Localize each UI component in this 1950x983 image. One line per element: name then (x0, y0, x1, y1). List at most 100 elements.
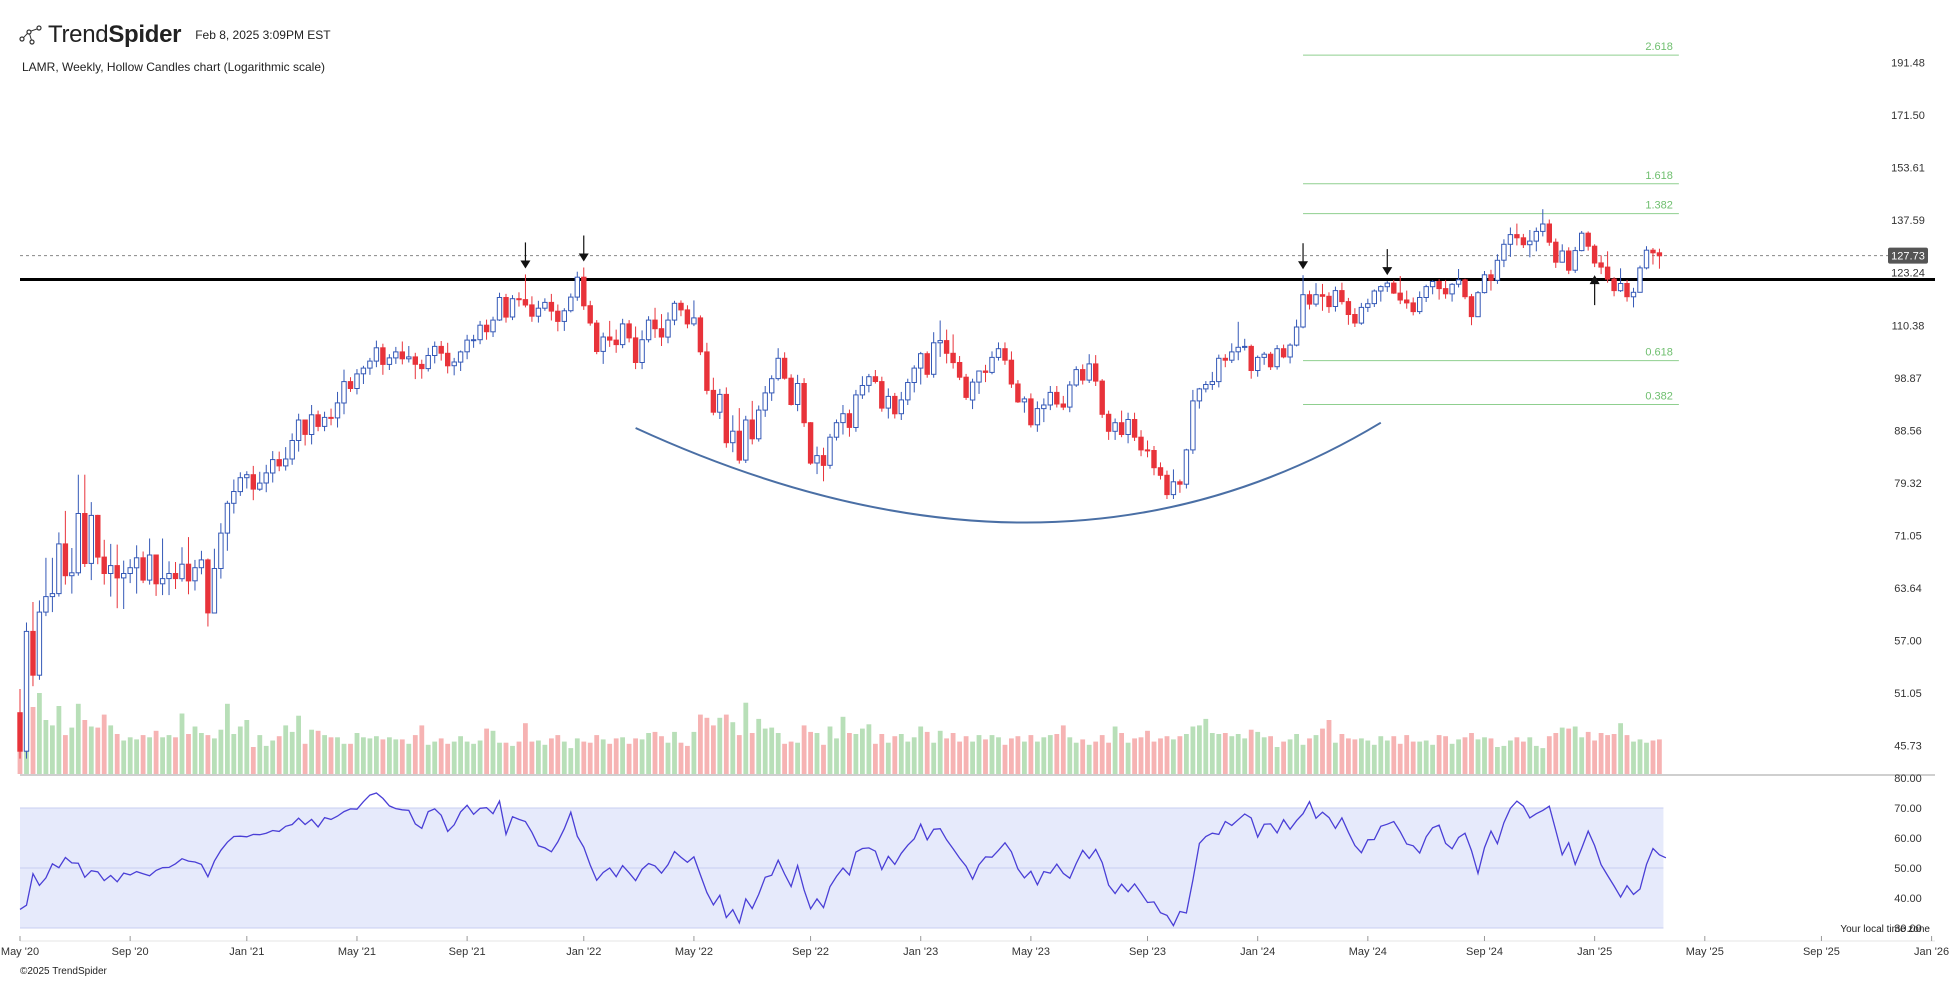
candle-body (535, 307, 542, 317)
volume-bar (879, 734, 885, 774)
candle-body (963, 376, 969, 398)
timezone-note: Your local time zone (1840, 924, 1930, 935)
volume-bar (43, 720, 49, 774)
volume-bar (963, 736, 969, 774)
volume-bar (1514, 737, 1520, 774)
candle-body (555, 310, 561, 322)
candle-body (1617, 283, 1624, 292)
volume-bar (821, 744, 826, 774)
volume-bar (309, 729, 314, 774)
last-price-label: 127.73 (1891, 251, 1925, 263)
candle-body (218, 532, 224, 569)
volume-bar (153, 730, 159, 774)
volume-bar (633, 738, 638, 774)
candle-body (1015, 383, 1021, 403)
candle-body (639, 339, 645, 364)
candle-body (730, 430, 736, 444)
volume-bar (769, 727, 775, 774)
candle-body (172, 573, 179, 580)
volume-bar (1287, 739, 1293, 774)
volume-bar (1073, 742, 1079, 774)
candle-body (425, 355, 431, 370)
price-axis-tick: 137.59 (1891, 215, 1925, 227)
candle-body (1067, 384, 1073, 408)
candle-body (295, 419, 302, 441)
volume-bar (186, 734, 191, 774)
volume-bar (1268, 736, 1273, 774)
volume-bar (989, 735, 995, 774)
rsi-axis-tick: 50.00 (1894, 863, 1922, 875)
volume-bar (30, 707, 36, 774)
x-axis-tick: Sep '20 (112, 946, 149, 958)
candle-body (503, 297, 509, 318)
candle-body (1144, 449, 1151, 452)
candle-body (522, 299, 529, 306)
volume-bar (1371, 744, 1377, 774)
last-price-tag (1888, 247, 1928, 264)
volume-bar (1359, 738, 1364, 774)
candle-body (159, 578, 166, 585)
brand-name: TrendSpider (48, 21, 182, 48)
candle-body (367, 360, 373, 369)
candle-body (360, 367, 367, 375)
candle-body (250, 474, 257, 490)
candle-body (231, 491, 237, 504)
candle-body (665, 319, 671, 338)
volume-bar (121, 740, 127, 774)
volume-bar (918, 726, 924, 774)
volume-bar (1423, 740, 1429, 774)
volume-bar (1546, 736, 1552, 774)
candle-body (263, 472, 269, 484)
candle-body (451, 361, 457, 367)
volume-bar (1281, 741, 1286, 774)
volume-bar (1508, 740, 1513, 774)
candle-body (17, 712, 23, 752)
candle-body (1546, 223, 1552, 243)
volume-bar (937, 730, 943, 774)
candle-body (749, 419, 755, 440)
x-axis-tick: May '24 (1349, 946, 1387, 958)
candle-body (1559, 250, 1565, 263)
candle-body (1047, 391, 1053, 406)
volume-bar (1047, 735, 1053, 774)
candle-body (1008, 359, 1015, 385)
volume-bar (1365, 740, 1371, 774)
candle-body (1034, 408, 1041, 426)
volume-bar (1436, 735, 1442, 774)
candle-body (1280, 348, 1287, 358)
volume-bar (659, 736, 664, 774)
down-arrow-icon (1298, 261, 1309, 270)
candle-body (762, 392, 768, 411)
volume-bar (56, 706, 62, 774)
volume-bar (1125, 742, 1131, 774)
candle-body (464, 339, 470, 353)
volume-bar (380, 739, 386, 774)
candle-body (23, 630, 30, 752)
candle-body (1086, 363, 1092, 381)
candle-body (1157, 467, 1164, 476)
volume-bar (536, 740, 541, 774)
candle-body (121, 573, 127, 579)
candle-body (1656, 252, 1663, 257)
volume-bar (814, 733, 820, 774)
rsi-axis-tick: 60.00 (1894, 833, 1922, 845)
volume-bar (1566, 728, 1572, 774)
candle-body (943, 340, 950, 354)
volume-bar (1184, 734, 1189, 774)
volume-bar (1488, 738, 1494, 774)
candle-body (1494, 259, 1501, 281)
candle-body (1326, 295, 1332, 308)
candle-body (1183, 449, 1190, 485)
volume-bar (1469, 733, 1474, 774)
volume-bar (328, 737, 334, 774)
volume-bar (931, 742, 937, 774)
x-axis-tick: Sep '21 (449, 946, 486, 958)
candle-body (153, 554, 159, 585)
volume-bar (1274, 747, 1280, 774)
candle-body (1650, 249, 1656, 254)
candle-body (1397, 292, 1403, 301)
volume-bar (464, 741, 470, 774)
candle-body (321, 416, 328, 427)
volume-bar (1158, 738, 1163, 774)
